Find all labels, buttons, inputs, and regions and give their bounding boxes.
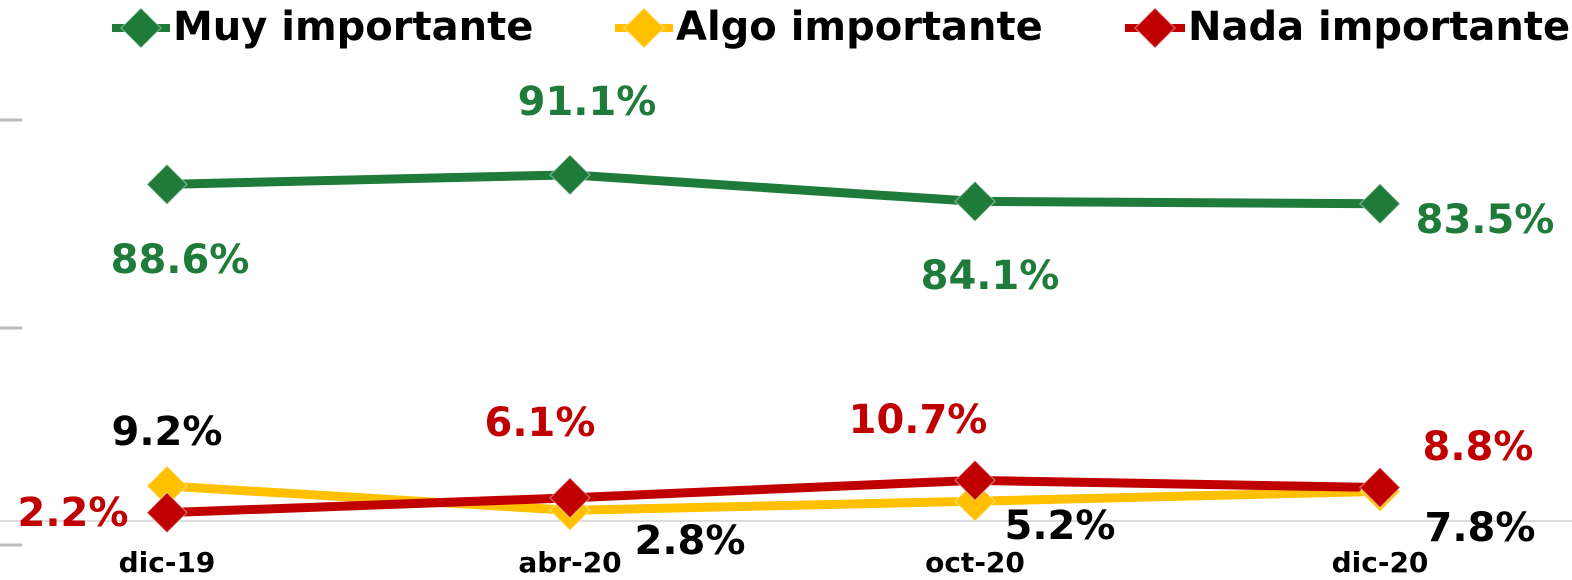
data-label: 6.1% [485, 400, 596, 446]
point-marker [548, 476, 592, 519]
point-marker [548, 153, 592, 196]
data-label: 91.1% [518, 79, 657, 125]
x-tick-label: dic-20 [1332, 546, 1429, 579]
point-marker [953, 180, 997, 223]
point-marker [145, 163, 189, 206]
data-label: 88.6% [111, 237, 250, 283]
x-tick-label: abr-20 [518, 546, 621, 579]
series-line [166, 475, 1381, 518]
legend-marker [119, 6, 163, 50]
series-line [166, 481, 1381, 515]
series-line [166, 170, 1381, 209]
point-marker [145, 491, 189, 534]
data-label: 2.2% [18, 490, 129, 536]
x-tick-label: oct-20 [925, 546, 1025, 579]
data-label: 9.2% [112, 409, 223, 455]
point-marker [1358, 182, 1402, 225]
point-marker [953, 480, 997, 523]
data-label: 2.8% [635, 518, 746, 564]
data-label: 7.8% [1425, 505, 1536, 551]
legend-marker [1133, 6, 1177, 50]
legend-label: Muy importante [173, 4, 533, 50]
data-label: 84.1% [921, 253, 1060, 299]
legend-label: Nada importante [1188, 4, 1570, 50]
data-label: 5.2% [1005, 503, 1116, 549]
data-label: 83.5% [1416, 197, 1555, 243]
point-marker [953, 459, 997, 502]
data-label: 8.8% [1423, 424, 1534, 470]
x-tick-label: dic-19 [119, 546, 216, 579]
legend-label: Algo importante [676, 4, 1043, 50]
data-label: 10.7% [849, 397, 988, 443]
point-marker [1358, 466, 1402, 509]
legend-marker [622, 6, 666, 50]
